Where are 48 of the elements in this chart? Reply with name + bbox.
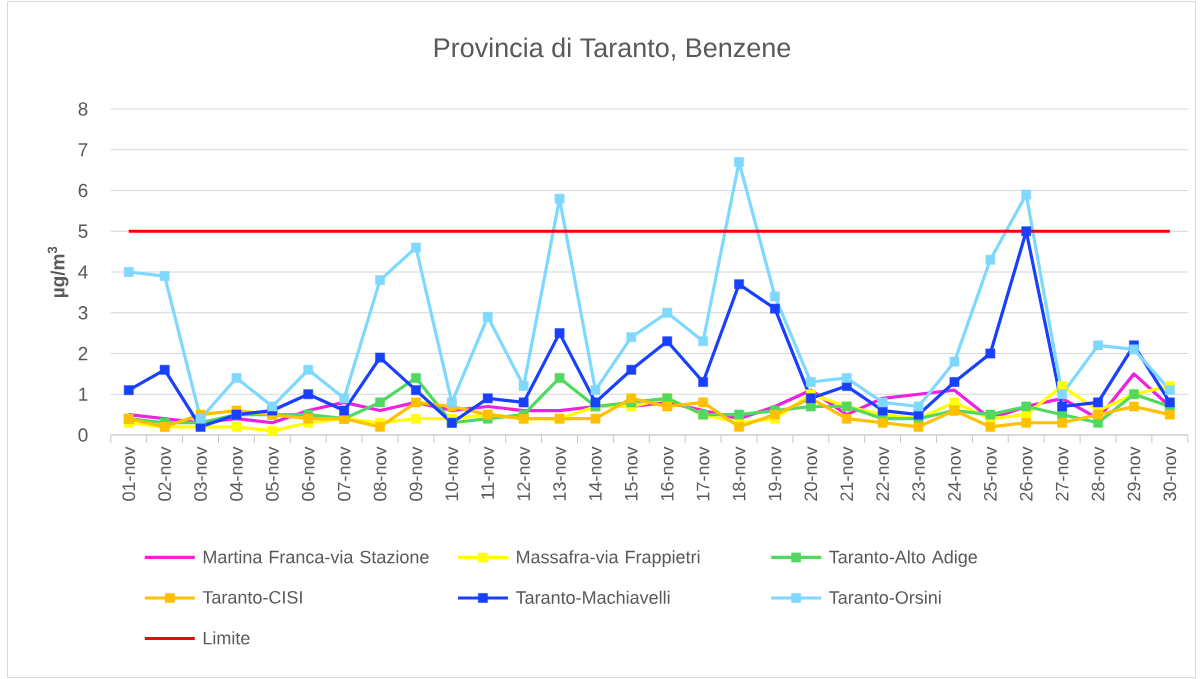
y-tick-label: 1 (79, 387, 88, 401)
y-axis-title: µg/m$^{3}$ (47, 246, 69, 298)
x-tick-label: 15-nov (625, 446, 638, 501)
y-tick-label: 6 (78, 183, 88, 198)
legend-label: Taranto-CISI (202, 590, 302, 604)
x-tick-label: 29-nov (1127, 446, 1141, 501)
x-tick-label: 16-nov (660, 446, 674, 501)
y-tick-label: 8 (78, 102, 88, 116)
x-tick-label: 03-nov (194, 446, 207, 501)
y-tick-label: 2 (78, 346, 88, 361)
x-tick-label: 12-nov (517, 446, 531, 501)
legend-label: Taranto-Machiavelli (515, 590, 670, 604)
x-tick-label: 13-nov (553, 446, 566, 501)
x-tick-label: 19-nov (768, 446, 782, 501)
chart-title: Provincia di Taranto, Benzene (434, 37, 791, 61)
x-tick-label: 06-nov (301, 446, 315, 501)
x-tick-label: 10-nov (445, 446, 459, 501)
x-tick-label: 18-nov (732, 446, 746, 501)
x-tick-label: 22-nov (876, 446, 890, 501)
legend-label: Massafra-via Frappietri (517, 550, 700, 567)
x-tick-label: 09-nov (409, 446, 423, 501)
y-tick-label: 0 (78, 428, 88, 442)
x-tick-label: 27-nov (1055, 446, 1069, 501)
x-tick-label: 05-nov (265, 446, 279, 501)
x-tick-label: 04-nov (230, 446, 243, 501)
x-tick-label: 26-nov (1019, 446, 1033, 501)
x-tick-label: 21-nov (840, 446, 854, 501)
y-tick-label: 7 (78, 143, 88, 157)
y-tick-label: 5 (78, 224, 88, 238)
x-tick-label: 23-nov (912, 446, 925, 501)
x-tick-label: 20-nov (804, 446, 818, 501)
x-tick-label: 02-nov (158, 446, 172, 501)
x-tick-label: 08-nov (373, 446, 387, 501)
x-tick-label: 07-nov (337, 446, 351, 501)
x-tick-label: 14-nov (589, 446, 602, 501)
x-tick-label: 30-nov (1163, 446, 1177, 501)
legend-label: Taranto-Orsini (829, 590, 941, 604)
x-tick-label: 01-nov (122, 446, 136, 501)
x-tick-label: 28-nov (1091, 446, 1105, 501)
x-tick-label: 25-nov (983, 446, 997, 501)
legend-label: Limite (203, 631, 250, 645)
x-tick-label: 24-nov (948, 446, 961, 501)
legend-label: Martina Franca-via Stazione (203, 550, 429, 564)
x-tick-label: 17-nov (696, 446, 710, 501)
y-tick-label: 4 (78, 265, 88, 279)
x-tick-label: 11-nov (481, 446, 495, 499)
y-tick-label: 3 (78, 306, 88, 320)
legend-label: Taranto-Alto Adige (829, 550, 978, 567)
